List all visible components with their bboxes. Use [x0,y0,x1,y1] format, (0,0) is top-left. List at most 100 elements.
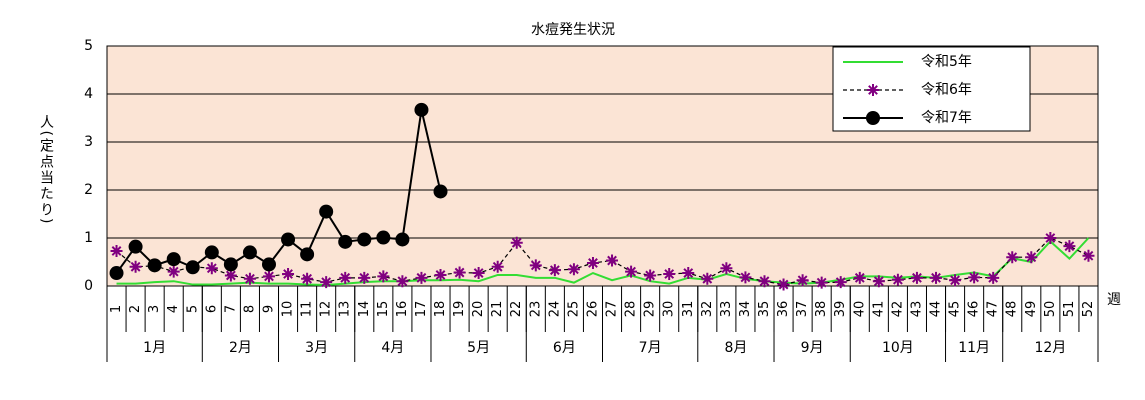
marker [185,260,200,275]
marker [1082,249,1095,262]
x-tick-label: 52 [1081,301,1096,318]
marker [357,232,372,247]
month-label: 8月 [724,340,747,356]
month-label: 5月 [467,340,490,356]
marker [1006,251,1019,264]
marker [472,267,485,280]
marker [930,271,943,284]
marker [262,270,275,283]
x-tick-label: 10 [281,301,296,318]
marker [529,259,542,272]
legend-label: 令和5年 [921,54,972,70]
marker [834,276,847,289]
marker [891,273,904,286]
marker [548,264,561,277]
marker [129,260,142,273]
marker [320,276,333,289]
marker [377,270,390,283]
x-tick-label: 28 [624,301,639,318]
chart-title: 水痘発生状況 [531,22,615,38]
y-tick-label: 3 [84,134,93,150]
month-label: 3月 [305,340,328,356]
marker [510,236,523,249]
x-tick-label: 1 [109,305,124,313]
marker [491,260,504,273]
month-label: 6月 [553,340,576,356]
legend-label: 令和6年 [921,82,972,98]
x-tick-label: 35 [757,301,772,318]
legend-marker [866,111,880,125]
x-tick-label: 11 [300,301,315,318]
marker [301,272,314,285]
x-tick-label: 36 [776,301,791,318]
marker [376,230,391,245]
x-tick-label: 42 [890,301,905,318]
marker [434,268,447,281]
marker [777,278,790,291]
marker [242,245,257,260]
marker [758,275,771,288]
marker [147,258,162,273]
marker [433,184,448,199]
marker [396,275,409,288]
marker [910,271,923,284]
x-tick-label: 31 [681,301,696,318]
marker [968,271,981,284]
x-tick-label: 8 [242,305,257,313]
x-tick-label: 22 [509,301,524,318]
marker [282,268,295,280]
x-tick-label: 24 [547,301,562,318]
x-tick-label: 34 [738,301,753,318]
marker [243,272,256,285]
marker [166,252,181,267]
marker [606,254,619,267]
x-tick-label: 33 [719,301,734,318]
x-tick-label: 50 [1043,301,1058,318]
marker [853,271,866,284]
marker [1044,232,1057,244]
month-label: 9月 [801,340,824,356]
x-tick-label: 25 [566,301,581,318]
x-tick-label: 32 [700,301,715,318]
marker [949,274,962,287]
x-tick-label: 20 [471,301,486,318]
marker [319,204,334,219]
x-tick-label: 45 [948,301,963,318]
x-tick-label: 3 [147,305,162,313]
x-tick-label: 16 [395,301,410,318]
x-tick-label: 12 [319,301,334,318]
month-label: 11月 [958,340,990,356]
marker [204,245,219,260]
marker [128,239,143,254]
x-tick-label: 39 [833,301,848,318]
x-tick-label: 21 [490,301,505,318]
x-tick-label: 29 [643,301,658,318]
x-tick-label: 7 [223,305,238,313]
x-tick-label: 27 [605,301,620,318]
y-axis-title: 人(定点当たり) [38,115,54,226]
marker [109,266,124,281]
x-tick-label: 5 [185,305,200,313]
month-label: 1月 [143,340,166,356]
series-line [116,237,1090,287]
x-tick-label: 4 [166,305,181,313]
marker [261,257,276,272]
marker [281,232,296,247]
marker [815,276,828,289]
marker [567,263,580,276]
marker [720,262,733,275]
x-tick-label: 15 [376,301,391,318]
marker [625,265,638,278]
marker [701,272,714,285]
marker [663,268,676,280]
marker [415,271,428,284]
marker [682,267,695,280]
legend-marker [867,84,879,96]
x-tick-label: 49 [1024,301,1039,318]
x-tick-label: 18 [433,301,448,318]
x-tick-label: 48 [1005,301,1020,318]
marker [300,247,315,262]
x-axis-title: 週 [1107,292,1121,308]
x-tick-label: 6 [204,305,219,313]
